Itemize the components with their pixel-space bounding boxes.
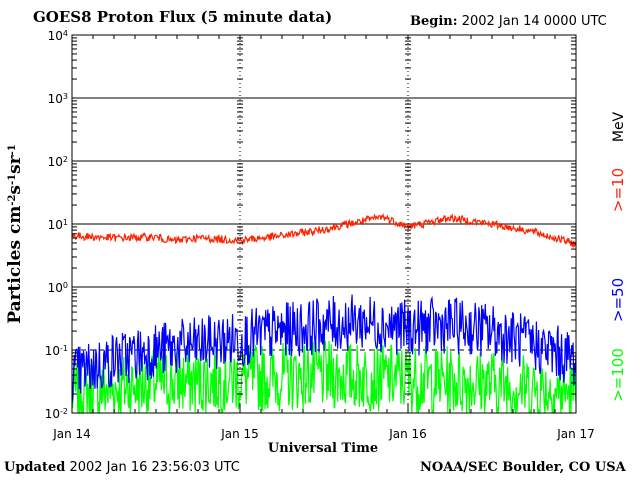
- begin-value: 2002 Jan 14 0000 UTC: [461, 14, 607, 29]
- y-tick-label: 104: [48, 29, 68, 44]
- legend-label: >=50: [609, 278, 627, 322]
- legend-label: >=100: [609, 348, 627, 402]
- y-tick-label: 103: [48, 92, 68, 107]
- series-line: [71, 294, 577, 404]
- x-tick-label: Jan 14: [52, 427, 91, 441]
- x-tick-label: Jan 16: [388, 427, 427, 441]
- y-tick-label: 10-1: [45, 344, 68, 359]
- begin-label: Begin:: [410, 14, 458, 29]
- y-tick-label: 100: [48, 281, 68, 296]
- updated-time: Updated 2002 Jan 16 23:56:03 UTC: [4, 460, 240, 475]
- x-axis-label: Universal Time: [268, 441, 378, 456]
- y-tick-label: 101: [48, 218, 68, 233]
- x-tick-label: Jan 17: [556, 427, 595, 441]
- updated-value: 2002 Jan 16 23:56:03 UTC: [69, 460, 240, 475]
- y-axis-label: Particles cm-2s-1sr-1: [5, 144, 25, 324]
- plot-frame: [71, 34, 577, 414]
- begin-time: Begin: 2002 Jan 14 0000 UTC: [410, 14, 607, 29]
- series-line: [71, 212, 577, 249]
- chart-title: GOES8 Proton Flux (5 minute data): [33, 8, 333, 26]
- x-tick-label: Jan 15: [220, 427, 259, 441]
- y-tick-label: 102: [48, 155, 68, 170]
- units-label: MeV: [611, 111, 627, 142]
- legend-label: >=10: [609, 168, 627, 212]
- y-tick-label: 10-2: [45, 407, 68, 422]
- updated-label: Updated: [4, 460, 66, 475]
- organization: NOAA/SEC Boulder, CO USA: [420, 460, 626, 475]
